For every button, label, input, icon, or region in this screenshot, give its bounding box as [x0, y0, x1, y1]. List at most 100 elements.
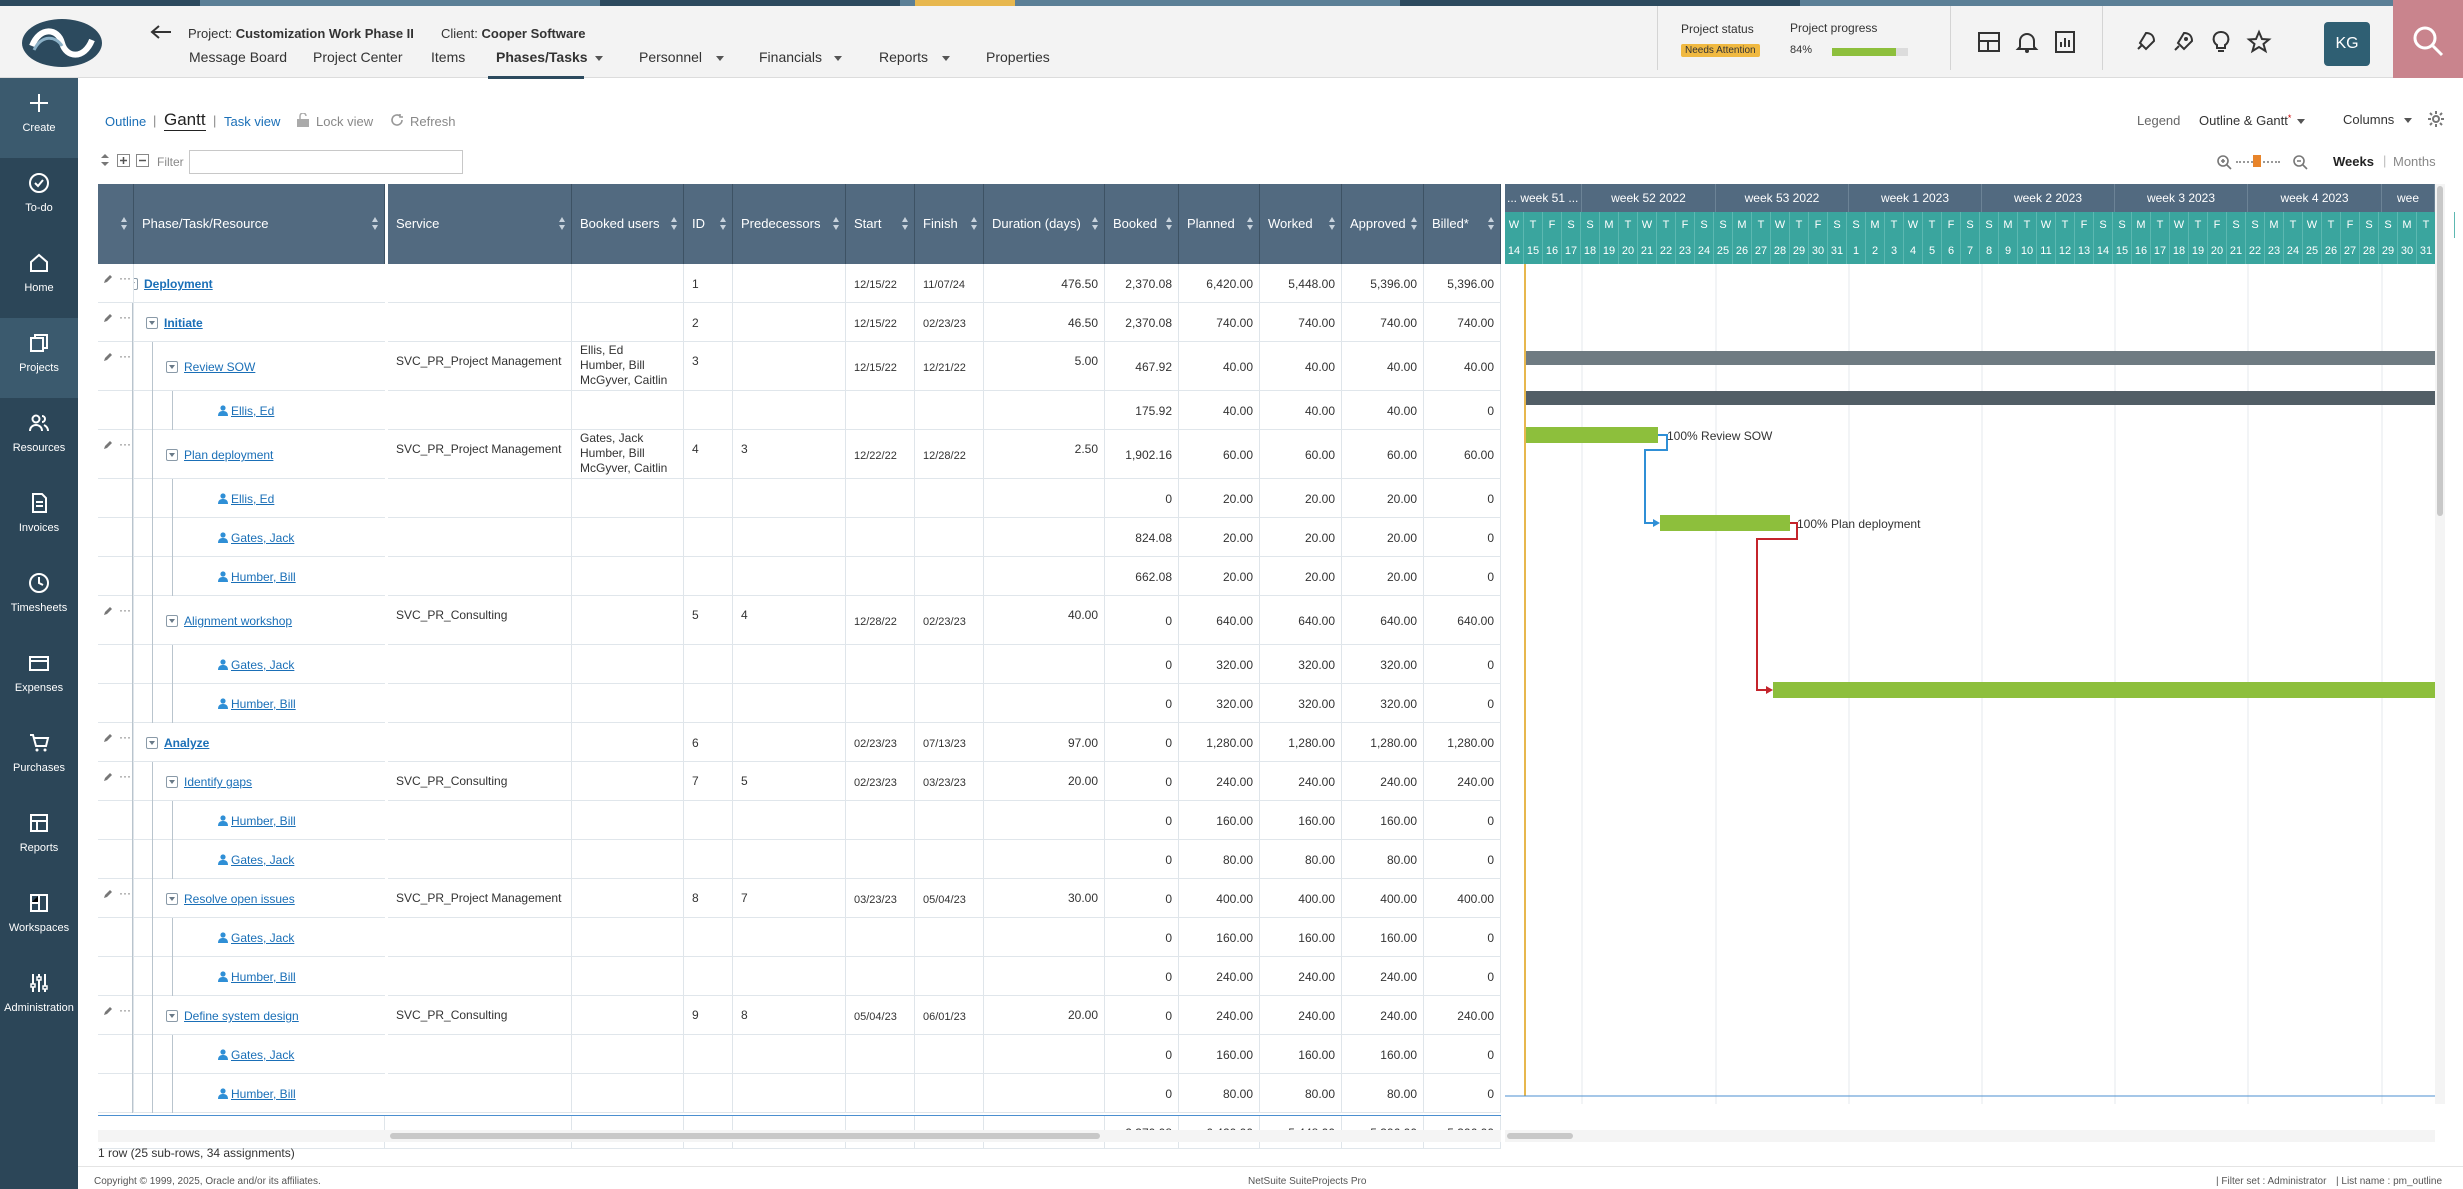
more-options-icon[interactable]: ···	[119, 886, 131, 900]
edit-pencil-icon[interactable]	[103, 1006, 113, 1016]
column-header-service[interactable]: Service	[388, 184, 572, 264]
sort-toggle-icon[interactable]	[100, 153, 110, 167]
collapse-toggle[interactable]	[166, 893, 178, 905]
zoom-out-icon[interactable]	[2292, 154, 2308, 170]
resource-link[interactable]: Gates, Jack	[218, 531, 294, 545]
task-link[interactable]: Resolve open issues	[184, 892, 295, 906]
back-arrow-icon[interactable]	[150, 24, 172, 40]
resource-row[interactable]: Humber, Bill 0 160.00 160.00 160.00 0	[98, 801, 1501, 840]
columns-button[interactable]: Columns	[2343, 112, 2413, 127]
global-search-button[interactable]	[2393, 0, 2463, 78]
resource-row[interactable]: Gates, Jack 0 160.00 160.00 160.00 0	[98, 1035, 1501, 1074]
edit-pencil-icon[interactable]	[103, 440, 113, 450]
vertical-scrollbar[interactable]	[2435, 184, 2445, 1104]
nav-personnel[interactable]: Personnel	[639, 49, 703, 65]
app-logo[interactable]	[20, 16, 105, 70]
column-header-approved[interactable]: Approved	[1342, 184, 1424, 264]
phase-link[interactable]: Initiate	[164, 316, 203, 330]
sort-icon[interactable]	[671, 217, 677, 231]
task-link[interactable]: Plan deployment	[184, 448, 274, 462]
column-header-finish[interactable]: Finish	[915, 184, 984, 264]
phase-link[interactable]: Analyze	[164, 736, 210, 750]
sidebar-item-resources[interactable]: Resources	[0, 398, 78, 478]
nav-message-board[interactable]: Message Board	[189, 49, 288, 65]
resource-link[interactable]: Gates, Jack	[218, 931, 294, 945]
legend-button[interactable]: Legend	[2137, 113, 2181, 128]
task-link[interactable]: Identify gaps	[184, 775, 253, 789]
more-options-icon[interactable]: ···	[119, 271, 131, 285]
sidebar-item-administration[interactable]: Administration	[0, 958, 78, 1038]
resource-name[interactable]: Ellis, Ed	[231, 404, 275, 418]
sort-icon[interactable]	[971, 217, 977, 231]
edit-pencil-icon[interactable]	[103, 352, 113, 362]
resource-link[interactable]: Humber, Bill	[218, 1087, 296, 1101]
more-options-icon[interactable]: ···	[119, 1003, 131, 1017]
column-header-users[interactable]: Booked users	[572, 184, 684, 264]
rocket-gear-icon[interactable]	[2170, 29, 2196, 55]
rocket-icon[interactable]	[2132, 29, 2158, 55]
collapse-all-icon[interactable]	[136, 154, 149, 167]
column-splitter[interactable]	[385, 184, 388, 1104]
nav-financials[interactable]: Financials	[759, 49, 823, 65]
resource-row[interactable]: Humber, Bill 0 240.00 240.00 240.00 0	[98, 957, 1501, 996]
view-mode-select[interactable]: Outline & Gantt*	[2199, 113, 2306, 128]
chevron-down-icon[interactable]	[716, 56, 724, 61]
edit-pencil-icon[interactable]	[103, 606, 113, 616]
sort-icon[interactable]	[1166, 217, 1172, 231]
nav-properties[interactable]: Properties	[986, 49, 1050, 65]
resource-name[interactable]: Ellis, Ed	[231, 492, 275, 506]
column-header-start[interactable]: Start	[846, 184, 915, 264]
phase-row[interactable]: ··· Initiate 2 12/15/22 02/23/23 46.50 2,370.0…	[98, 303, 1501, 342]
sidebar-item-to-do[interactable]: To-do	[0, 158, 78, 238]
column-header-id[interactable]: ID	[684, 184, 733, 264]
resource-link[interactable]: Gates, Jack	[218, 1048, 294, 1062]
resource-row[interactable]: Ellis, Ed 175.92 40.00 40.00 40.00 0	[98, 391, 1501, 430]
phase-row[interactable]: ··· Analyze 6 02/23/23 07/13/23 97.00 0 1,280.0…	[98, 723, 1501, 762]
resource-row[interactable]: Gates, Jack 0 320.00 320.00 320.00 0	[98, 645, 1501, 684]
more-options-icon[interactable]: ···	[119, 437, 131, 451]
task-row[interactable]: ··· Resolve open issues SVC_PR_Project Man…	[98, 879, 1501, 918]
resource-link[interactable]: Ellis, Ed	[218, 404, 274, 418]
sidebar-item-invoices[interactable]: Invoices	[0, 478, 78, 558]
weeks-scale-button[interactable]: Weeks	[2333, 154, 2374, 169]
task-link[interactable]: Alignment workshop	[184, 614, 293, 628]
sidebar-item-projects[interactable]: Projects	[0, 318, 78, 398]
resource-name[interactable]: Gates, Jack	[231, 658, 295, 672]
resource-link[interactable]: Humber, Bill	[218, 570, 296, 584]
sort-icon[interactable]	[1411, 217, 1417, 231]
resource-name[interactable]: Humber, Bill	[231, 970, 296, 984]
column-header-name[interactable]: Phase/Task/Resource	[134, 184, 385, 264]
sort-icon[interactable]	[720, 217, 726, 231]
expand-all-icon[interactable]	[117, 154, 130, 167]
client-name[interactable]: Cooper Software	[481, 26, 586, 41]
collapse-toggle[interactable]	[166, 361, 178, 373]
column-header-pred[interactable]: Predecessors	[733, 184, 846, 264]
resource-name[interactable]: Humber, Bill	[231, 697, 296, 711]
edit-pencil-icon[interactable]	[103, 889, 113, 899]
collapse-toggle[interactable]	[166, 1010, 178, 1022]
sort-icon[interactable]	[1329, 217, 1335, 231]
collapse-toggle[interactable]	[146, 737, 158, 749]
resource-row[interactable]: Humber, Bill 0 320.00 320.00 320.00 0	[98, 684, 1501, 723]
sidebar-item-purchases[interactable]: Purchases	[0, 718, 78, 798]
sort-icon[interactable]	[1488, 217, 1494, 231]
scrollbar-thumb[interactable]	[2437, 186, 2443, 516]
edit-pencil-icon[interactable]	[103, 313, 113, 323]
sort-icon[interactable]	[1247, 217, 1253, 231]
sort-icon[interactable]	[1092, 217, 1098, 231]
collapse-toggle[interactable]	[166, 449, 178, 461]
filter-input[interactable]	[189, 150, 463, 174]
gantt-view-link[interactable]: Gantt	[164, 110, 206, 131]
resource-link[interactable]: Gates, Jack	[218, 658, 294, 672]
resource-link[interactable]: Ellis, Ed	[218, 492, 274, 506]
grid-horizontal-scrollbar[interactable]	[98, 1130, 1501, 1142]
outline-view-link[interactable]: Outline	[105, 114, 147, 129]
resource-link[interactable]: Humber, Bill	[218, 970, 296, 984]
more-options-icon[interactable]: ···	[119, 730, 131, 744]
lightbulb-icon[interactable]	[2208, 29, 2234, 55]
zoom-in-icon[interactable]	[2216, 154, 2232, 170]
nav-items[interactable]: Items	[431, 49, 466, 65]
collapse-toggle[interactable]	[134, 278, 138, 290]
resource-row[interactable]: Ellis, Ed 0 20.00 20.00 20.00 0	[98, 479, 1501, 518]
phase-row[interactable]: ··· Deployment 1 12/15/22 11/07/24 476.50 2,37…	[98, 264, 1501, 303]
